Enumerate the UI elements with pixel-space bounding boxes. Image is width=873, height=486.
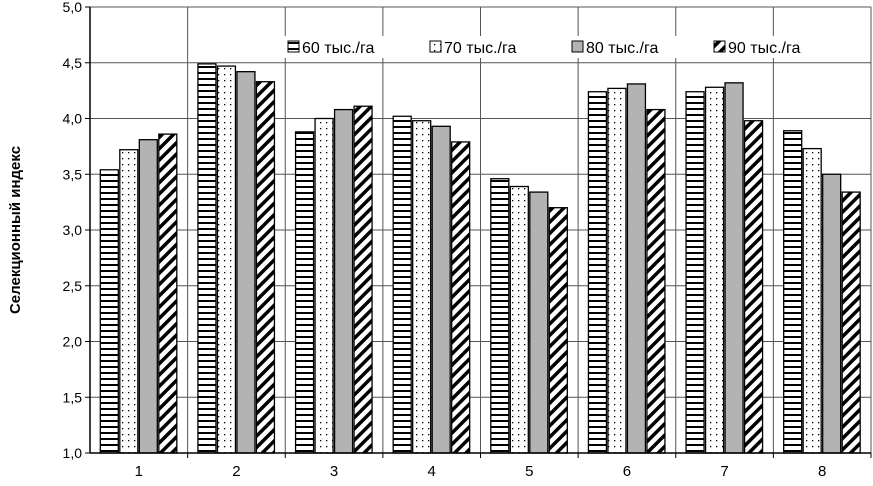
y-tick-label: 5,0 (63, 0, 83, 15)
bar (353, 105, 373, 454)
x-tick-label: 2 (232, 463, 240, 480)
legend-label: 80 тыс./га (586, 40, 658, 57)
y-tick-label: 4,5 (63, 55, 83, 71)
y-tick-label: 2,5 (63, 278, 83, 294)
bar (783, 130, 803, 454)
y-tick-label: 1,5 (63, 389, 83, 405)
bar (802, 147, 822, 454)
bar (548, 207, 568, 454)
x-tick-label: 6 (623, 463, 631, 480)
bar (509, 185, 529, 454)
bar (138, 139, 158, 454)
y-tick-label: 2,0 (63, 334, 83, 350)
bar (822, 173, 842, 454)
legend-label: 70 тыс./га (444, 40, 516, 57)
bar (314, 117, 334, 454)
bar (704, 86, 725, 454)
bar (392, 115, 412, 454)
bar (236, 71, 256, 454)
y-tick-label: 3,5 (63, 166, 83, 182)
legend-background (284, 36, 836, 58)
x-tick-label: 5 (525, 463, 533, 480)
bar (99, 169, 119, 454)
bar (333, 108, 354, 454)
bar (607, 87, 627, 454)
legend-swatch (571, 40, 584, 53)
y-tick-label: 1,0 (63, 445, 83, 461)
x-tick-label: 4 (428, 463, 436, 480)
x-tick-label: 1 (135, 463, 143, 480)
bar (626, 83, 647, 454)
bar (646, 108, 666, 454)
y-tick-label: 4,0 (63, 111, 83, 127)
legend-label: 90 тыс./га (728, 40, 800, 57)
bar (529, 191, 549, 454)
x-tick-label: 7 (720, 463, 728, 480)
legend-label: 60 тыс./га (302, 40, 374, 57)
bar (451, 141, 471, 454)
bar (197, 63, 217, 454)
bar (743, 120, 764, 454)
bar (294, 131, 315, 454)
legend-swatch (713, 40, 726, 53)
x-tick-label: 3 (330, 463, 338, 480)
y-axis-label: Селекционный индекс (7, 146, 24, 314)
bar (119, 149, 139, 454)
bar (255, 81, 276, 454)
bar (158, 133, 178, 454)
bar (841, 191, 861, 454)
bar (685, 91, 705, 454)
bar (724, 82, 744, 454)
legend: 60 тыс./га 70 тыс./га 80 тыс./га 90 тыс./га (284, 36, 836, 58)
legend-swatch (429, 40, 442, 53)
bar (216, 65, 237, 454)
bar (412, 120, 432, 454)
bar (431, 125, 451, 454)
bar (490, 178, 510, 454)
y-tick-label: 3,0 (63, 222, 83, 238)
x-tick-label: 8 (818, 463, 826, 480)
legend-swatch (287, 40, 300, 53)
bar (587, 91, 608, 454)
